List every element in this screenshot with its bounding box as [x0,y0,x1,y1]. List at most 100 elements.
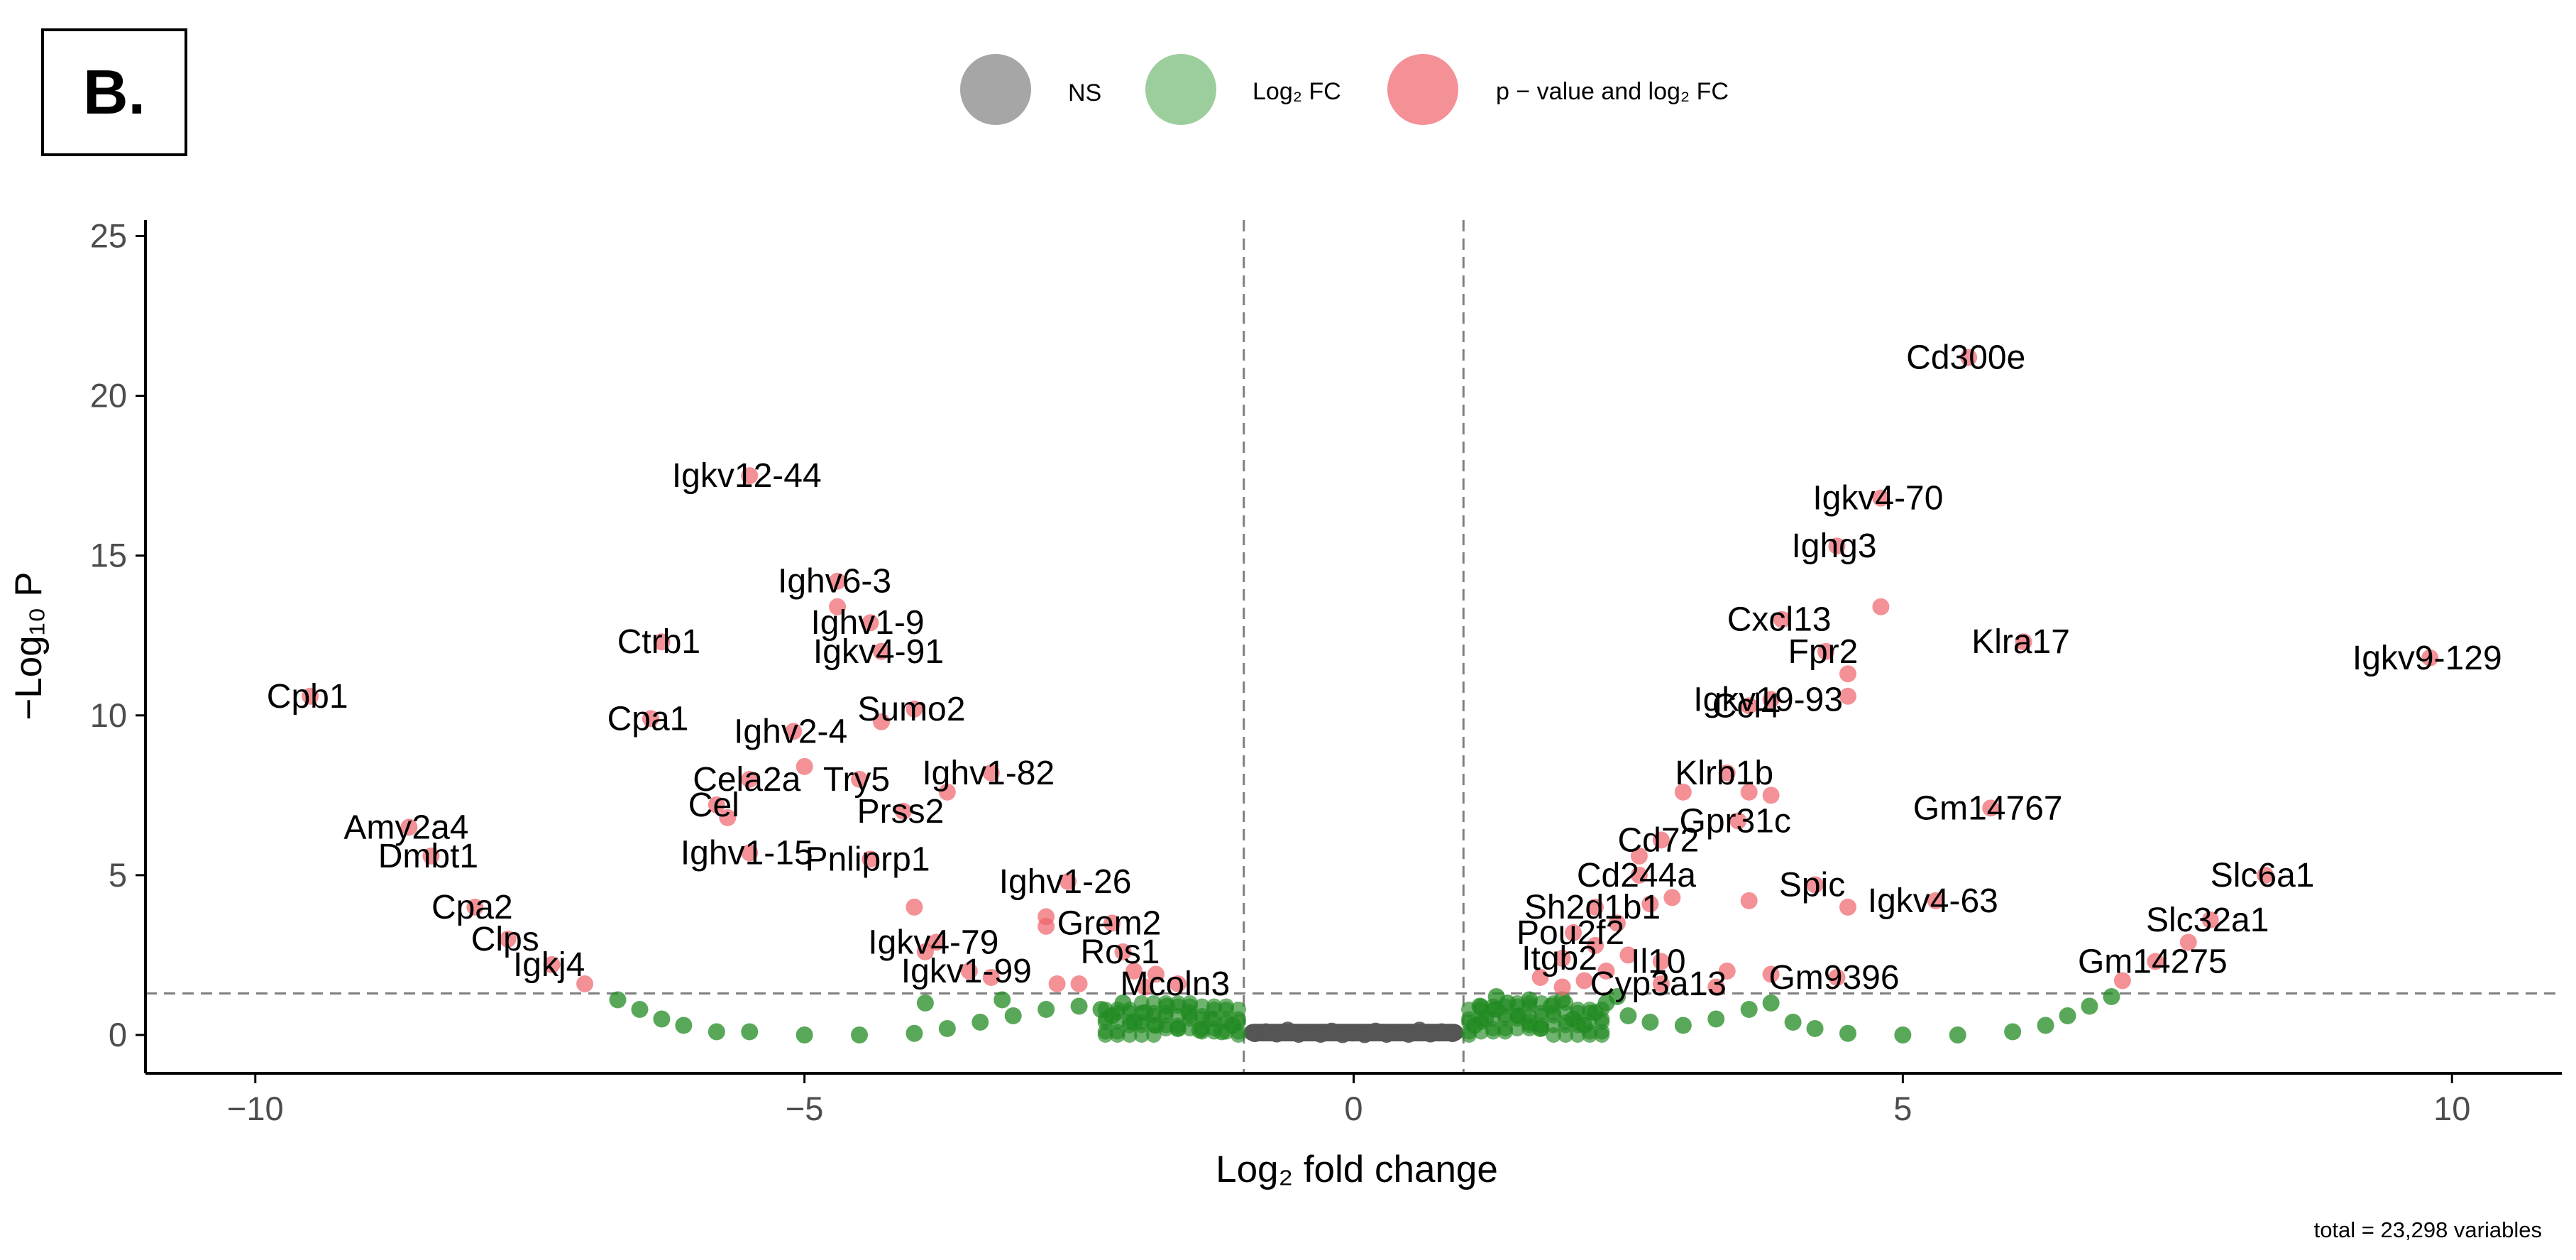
point-log2-fc [1461,1024,1477,1040]
point-p-value-and-log2-fc [741,467,759,485]
gene-label: Ctrb1 [617,623,700,661]
x-tick-label: −10 [227,1090,284,1127]
point-p-value-and-log2-fc [785,723,803,740]
gene-label: Cela2a [693,761,800,799]
point-p-value-and-log2-fc [1608,914,1626,932]
point-log2-fc [1037,1000,1055,1018]
point-ns [1345,1024,1363,1042]
point-p-value-and-log2-fc [1114,943,1132,960]
gene-label: Klrb1b [1675,755,1773,792]
point-log2-fc [971,1013,989,1031]
gene-label: Grem2 [1057,904,1162,942]
point-log2-fc [916,994,934,1012]
point-log2-fc [1608,987,1626,1005]
point-log2-fc [1109,1001,1125,1017]
gene-label: Igkv4-70 [1812,480,1943,517]
point-p-value-and-log2-fc [1674,783,1692,801]
gene-label: Gm9396 [1768,959,1899,997]
point-log2-fc [1497,1020,1514,1036]
gene-label: Itgb2 [1521,940,1597,977]
point-log2-fc [1509,1007,1526,1024]
point-p-value-and-log2-fc [829,572,847,590]
gene-label: Igkv4-91 [813,633,944,671]
gene-label: Igkv4-79 [868,924,998,961]
point-p-value-and-log2-fc [1806,876,1824,894]
point-p-value-and-log2-fc [719,809,737,826]
point-p-value-and-log2-fc [466,898,484,916]
point-log2-fc [1558,1014,1574,1030]
point-p-value-and-log2-fc [1575,972,1593,990]
threshold-lines [145,220,2562,1073]
gene-label: Ighv1-82 [922,755,1055,792]
point-log2-fc [1230,1024,1246,1040]
point-p-value-and-log2-fc [1169,975,1187,992]
gene-label: Ccl4 [1712,687,1780,725]
point-p-value-and-log2-fc [982,968,1000,986]
point-p-value-and-log2-fc [1652,975,1670,992]
point-ns [1257,1023,1275,1041]
point-log2-fc [1740,1000,1758,1018]
gene-label: Pou2f2 [1517,914,1624,952]
point-log2-fc [2059,1007,2076,1024]
point-log2-fc [1218,998,1234,1014]
point-log2-fc [1949,1026,1966,1043]
point-log2-fc [2004,1023,2022,1041]
point-p-value-and-log2-fc [1652,831,1670,849]
point-log2-fc [1594,1011,1610,1027]
point-p-value-and-log2-fc [1839,687,1856,705]
point-ns [1279,1021,1297,1039]
point-log2-fc [741,1023,759,1041]
gene-label: Slc32a1 [2146,902,2269,939]
point-p-value-and-log2-fc [928,933,945,951]
point-log2-fc [1473,998,1490,1014]
gene-label: Igkv1-99 [901,953,1032,990]
gene-label: Cpa1 [607,700,689,738]
point-p-value-and-log2-fc [872,713,890,730]
point-log2-fc [2103,987,2120,1005]
point-log2-fc [1145,1026,1162,1043]
point-log2-fc [993,991,1011,1009]
point-p-value-and-log2-fc [2421,649,2439,667]
panel-label-text: B. [83,57,145,127]
point-log2-fc [1570,1026,1586,1043]
gene-label: Fpr2 [1788,633,1859,671]
point-p-value-and-log2-fc [1707,978,1725,996]
point-log2-fc [1461,1011,1477,1027]
gene-label: Clps [471,921,539,958]
point-p-value-and-log2-fc [1553,978,1571,996]
legend-label-ns: NS [1068,80,1101,106]
point-p-value-and-log2-fc [1531,968,1549,986]
point-p-value-and-log2-fc [862,850,879,868]
gene-label: Cd300e [1906,339,2025,377]
legend-swatch-log2fc [1145,54,1216,125]
x-axis-title: Log₂ fold change [1216,1149,1498,1190]
point-p-value-and-log2-fc [872,642,890,660]
legend-swatch-pvalue-log2fc [1387,54,1458,125]
gene-label: Mcoln3 [1120,965,1230,1003]
data-points [302,349,2439,1043]
point-log2-fc [1707,1010,1725,1028]
point-log2-fc [1497,1007,1514,1024]
gene-label: Cel [688,787,739,824]
x-tick-label: −5 [786,1090,824,1127]
gene-label: Sh2d1b1 [1524,889,1661,926]
point-log2-fc [1485,998,1502,1014]
point-p-value-and-log2-fc [1587,936,1604,954]
point-log2-fc [1534,1004,1550,1021]
point-log2-fc [1121,1026,1138,1043]
gene-label: Igkv4-63 [1868,882,1998,920]
gene-label: Igkv19-93 [1693,681,1843,718]
point-p-value-and-log2-fc [1828,537,1846,555]
point-p-value-and-log2-fc [1125,962,1143,980]
point-log2-fc [1521,1017,1538,1034]
point-p-value-and-log2-fc [400,818,418,836]
point-p-value-and-log2-fc [1762,691,1780,708]
point-p-value-and-log2-fc [1587,898,1604,916]
gene-label: Cd244a [1577,857,1696,894]
point-p-value-and-log2-fc [894,802,912,820]
gene-label: Slc6a1 [2211,857,2315,894]
y-tick-label: 15 [90,537,127,574]
y-axis-title: −Log₁₀ P [8,571,50,720]
point-log2-fc [1641,1013,1659,1031]
